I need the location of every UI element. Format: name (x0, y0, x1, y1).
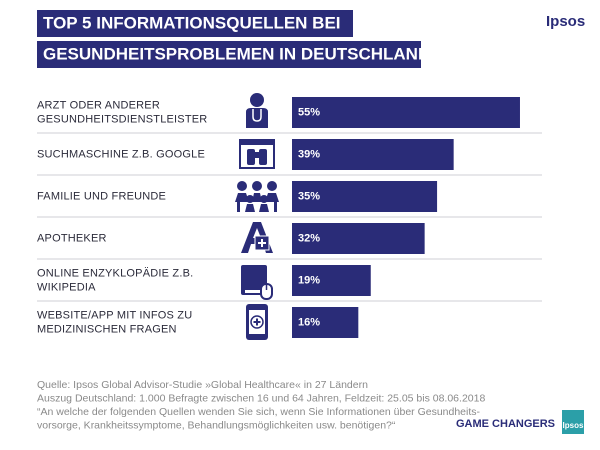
icon-pharmacy (241, 222, 273, 253)
footnote: Quelle: Ipsos Global Advisor-Studie »Glo… (37, 379, 368, 391)
footnote: “An welche der folgenden Quellen wenden … (37, 406, 481, 418)
icon-doctor (246, 93, 268, 128)
icon-encyclopedia (241, 265, 273, 300)
logo: Ipsos (546, 13, 585, 30)
bar (292, 265, 371, 296)
logo-small: Ipsos (563, 421, 584, 430)
value-label: 16% (298, 316, 320, 328)
title-box (37, 41, 421, 68)
footnote: vorsorge, Krankheitssymptome, Behandlung… (37, 419, 396, 431)
bar (292, 97, 520, 128)
value-label: 55% (298, 106, 320, 118)
category-label: APOTHEKER (37, 232, 107, 244)
icon-phone (246, 304, 268, 340)
bar (292, 307, 359, 338)
chart-title: TOP 5 INFORMATIONSQUELLEN BEI (43, 13, 341, 32)
bar (292, 181, 438, 212)
title-box (37, 10, 353, 37)
bar (292, 139, 454, 170)
category-label: ARZT ODER ANDERER GESUNDHEITSDIENSTLEISTE… (37, 99, 207, 125)
footnote: Auszug Deutschland: 1.000 Befragte zwisc… (37, 392, 485, 404)
bar (292, 223, 425, 254)
category-label: FAMILIE UND FREUNDE (37, 190, 166, 202)
category-label: ONLINE ENZYKLOPÄDIE Z.B. WIKIPEDIA (37, 267, 193, 293)
value-label: 32% (298, 232, 320, 244)
logo-box (562, 410, 584, 434)
value-label: 39% (298, 148, 320, 160)
icon-search (239, 139, 275, 169)
chart-title: GESUNDHEITSPROBLEMEN IN DEUTSCHLAND (43, 44, 430, 63)
category-label: SUCHMASCHINE Z.B. GOOGLE (37, 148, 205, 160)
value-label: 19% (298, 274, 320, 286)
value-label: 35% (298, 190, 320, 202)
category-label: WEBSITE/APP MIT INFOS ZU MEDIZINISCHEN FR… (37, 309, 192, 335)
tagline: GAME CHANGERS (456, 418, 555, 430)
icon-family (235, 181, 279, 212)
